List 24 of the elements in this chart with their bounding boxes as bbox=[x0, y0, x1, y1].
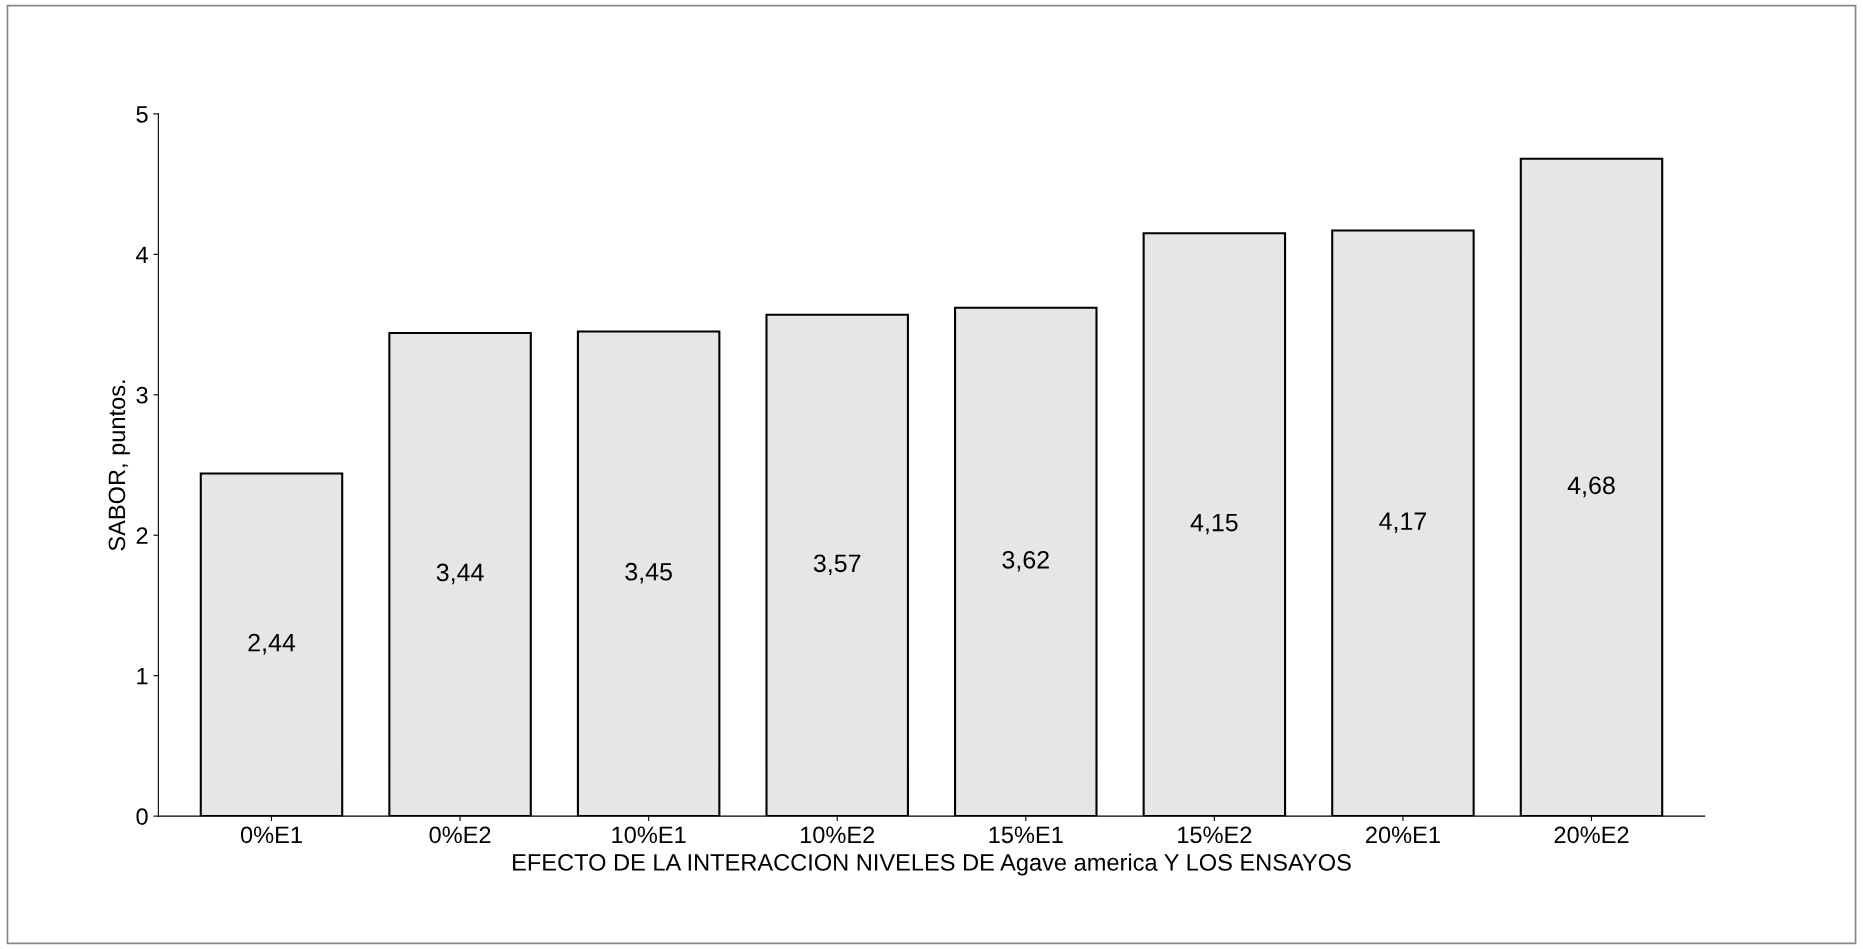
data-label: 4,15 bbox=[1190, 513, 1238, 535]
data-label: 4,17 bbox=[1379, 512, 1427, 533]
x-tick-label: 0%E1 bbox=[240, 826, 302, 844]
y-tick-label: 4 bbox=[136, 246, 148, 263]
data-label: 4,68 bbox=[1567, 476, 1615, 498]
x-tick-label: 15%E2 bbox=[1178, 826, 1252, 844]
x-axis-title: EFECTO DE LA INTERACCION NIVELES DE Agave america Y LOS ENSAYOS bbox=[513, 853, 1351, 876]
x-tick-label: 10%E2 bbox=[800, 826, 875, 844]
y-tick-label: 2 bbox=[136, 527, 148, 544]
data-label: 3,62 bbox=[1002, 550, 1049, 572]
data-label: 3,44 bbox=[436, 563, 484, 585]
x-tick-label: 20%E1 bbox=[1366, 826, 1440, 844]
x-tick-label: 10%E1 bbox=[612, 826, 686, 844]
y-tick-label: 1 bbox=[137, 668, 148, 685]
y-tick-label: 3 bbox=[136, 386, 148, 404]
x-tick-label: 20%E2 bbox=[1554, 826, 1629, 844]
y-tick-label: 0 bbox=[136, 808, 148, 825]
y-tick-label: 5 bbox=[136, 106, 148, 123]
x-tick-label: 15%E1 bbox=[989, 826, 1063, 844]
data-label: 2,44 bbox=[248, 633, 296, 655]
x-tick-label: 0%E2 bbox=[429, 826, 491, 844]
data-label: 3,57 bbox=[813, 554, 861, 576]
y-axis-title: SABOR, puntos. bbox=[108, 380, 130, 551]
data-label: 3,45 bbox=[625, 562, 672, 584]
